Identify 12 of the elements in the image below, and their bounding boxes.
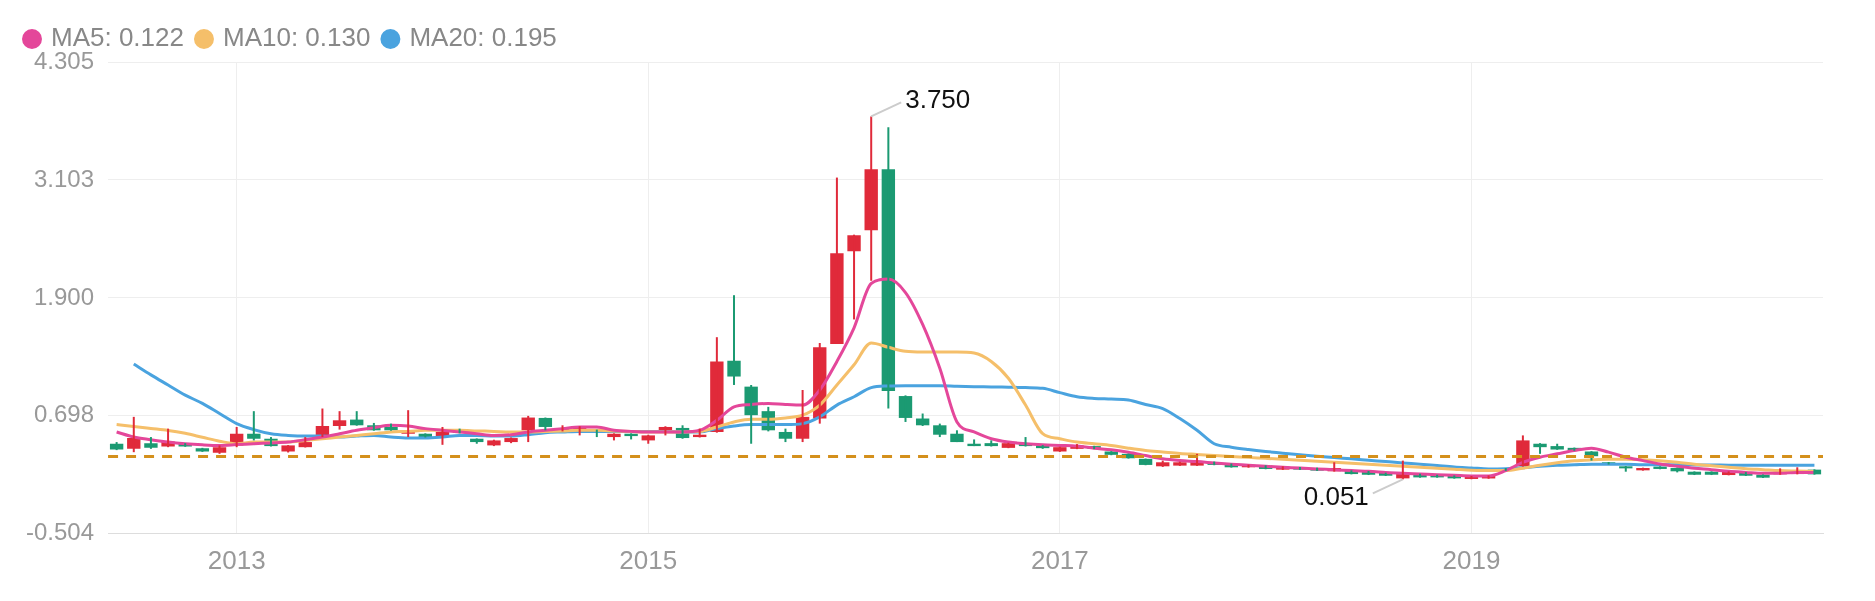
y-tick-label: 1.900 [33, 282, 95, 310]
annotation: 3.750 [905, 83, 971, 114]
x-tick-label: 2017 [1030, 544, 1089, 575]
legend-label: MA10: 0.130 [222, 22, 371, 53]
x-tick-label: 2015 [619, 544, 678, 575]
annotation: 0.051 [1303, 480, 1369, 511]
legend-label: MA20: 0.195 [409, 22, 557, 53]
x-tick-label: 2019 [1442, 544, 1501, 575]
y-tick-label: 3.103 [33, 164, 95, 192]
y-tick-label: 0.698 [33, 400, 95, 428]
y-tick-label: -0.504 [25, 518, 95, 546]
x-tick-label: 2013 [207, 544, 266, 575]
